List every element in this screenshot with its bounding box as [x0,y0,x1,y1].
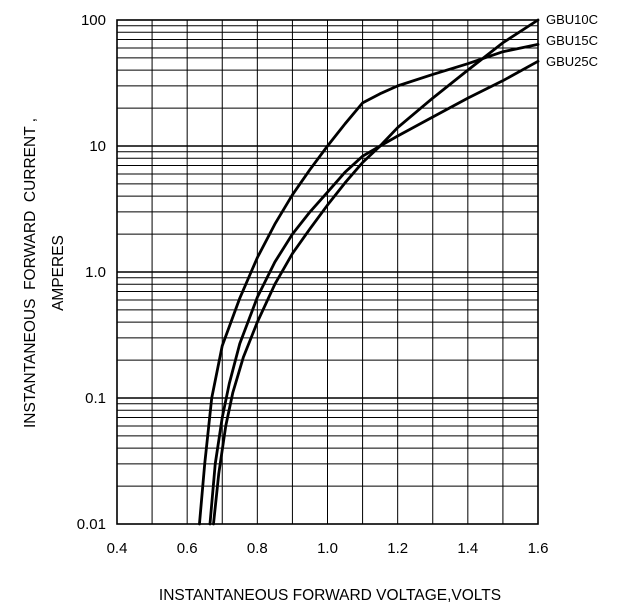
x-tick-label: 0.6 [177,540,198,557]
x-tick-label: 0.4 [107,540,128,557]
series-curve-gbu25c [208,59,540,526]
x-tick-label: 1.6 [528,540,549,557]
y-tick-label: 10 [89,138,106,155]
series-curve-gbu15c [198,43,540,526]
series-label-gbu25c: GBU25C [546,54,598,69]
y-tick-label: 0.01 [77,516,106,533]
y-tick-label: 100 [81,12,106,29]
series-label-gbu10c: GBU10C [546,12,598,27]
x-tick-label: 1.2 [387,540,408,557]
y-tick-label: 0.1 [85,390,106,407]
y-axis-label-line2: AMPERES [50,235,67,311]
series-curve-gbu10c [212,18,540,526]
x-tick-label: 1.0 [317,540,338,557]
x-tick-label: 0.8 [247,540,268,557]
y-axis-label-line1: INSTANTANEOUS FORWARD CURRENT , [22,118,39,428]
series-label-gbu15c: GBU15C [546,33,598,48]
grid-lines [117,20,538,524]
x-tick-labels: 0.4 0.6 0.8 1.0 1.2 1.4 1.6 [107,540,549,557]
y-tick-labels: 0.01 0.1 1.0 10 100 [77,12,106,533]
y-tick-label: 1.0 [85,264,106,281]
x-tick-label: 1.4 [457,540,478,557]
series-curves [198,18,540,526]
x-axis-label: INSTANTANEOUS FORWARD VOLTAGE,VOLTS [159,587,501,604]
series-labels: GBU10C GBU15C GBU25C [546,12,598,69]
plot-frame [116,19,539,525]
